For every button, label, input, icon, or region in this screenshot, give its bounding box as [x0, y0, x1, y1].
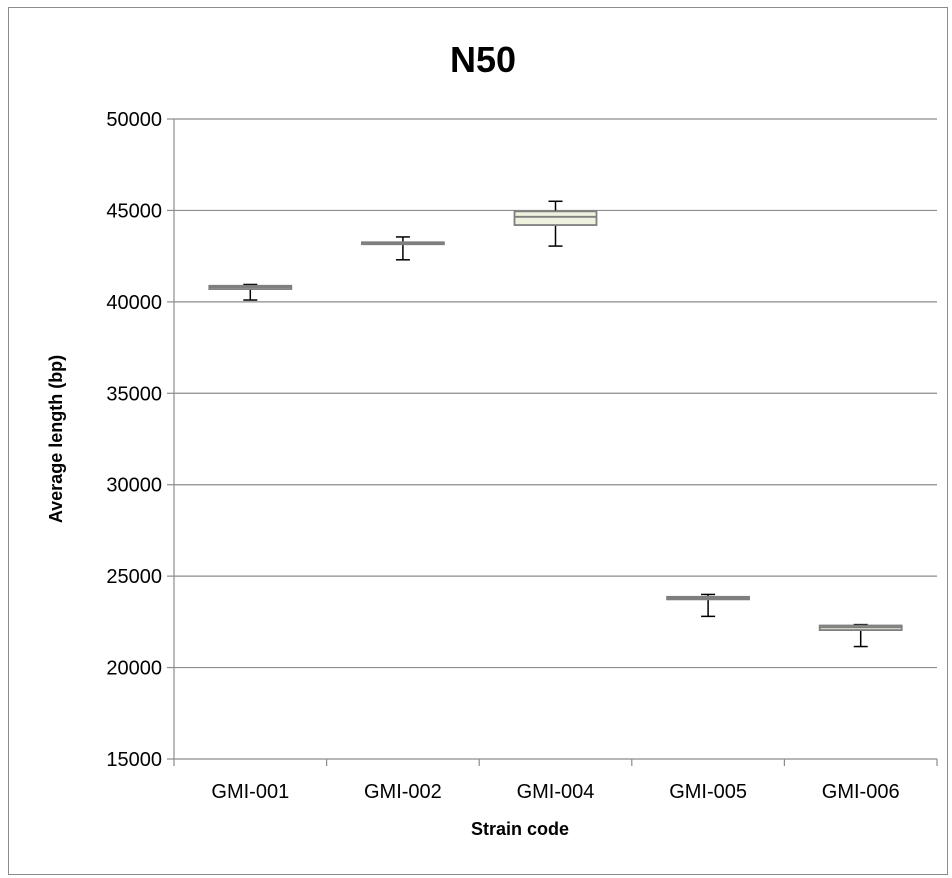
box-body [513, 210, 598, 226]
x-tick-label: GMI-005 [669, 781, 747, 803]
box-gmi-002 [360, 236, 445, 261]
x-axis-label: Strain code [471, 819, 569, 839]
y-tick-label: 35000 [106, 383, 162, 405]
y-tick-label: 20000 [106, 658, 162, 680]
chart-title: N50 [450, 39, 516, 80]
axes [173, 119, 937, 760]
y-tick-label: 15000 [106, 749, 162, 771]
y-tick-label: 50000 [106, 109, 162, 131]
x-tick-label: GMI-001 [211, 781, 289, 803]
box-gmi-006 [818, 623, 903, 648]
y-tick-label: 40000 [106, 292, 162, 314]
y-axis-label: Average length (bp) [46, 355, 66, 523]
boxes [208, 200, 903, 648]
x-axis-ticks: GMI-001 GMI-002 GMI-004 GMI-005 GMI-006 [173, 759, 938, 803]
y-tick-label: 25000 [106, 566, 162, 588]
y-axis-ticks: 15000 20000 25000 30000 35000 40000 45000 50000 [106, 109, 174, 771]
y-tick-label: 45000 [106, 200, 162, 222]
x-tick-label: GMI-006 [822, 781, 900, 803]
x-tick-label: GMI-002 [364, 781, 442, 803]
x-tick-label: GMI-004 [517, 781, 595, 803]
box-gmi-005 [666, 593, 750, 618]
box-gmi-004 [513, 200, 598, 247]
box-gmi-001 [208, 283, 293, 301]
chart-frame [8, 7, 948, 875]
y-tick-label: 30000 [106, 475, 162, 497]
